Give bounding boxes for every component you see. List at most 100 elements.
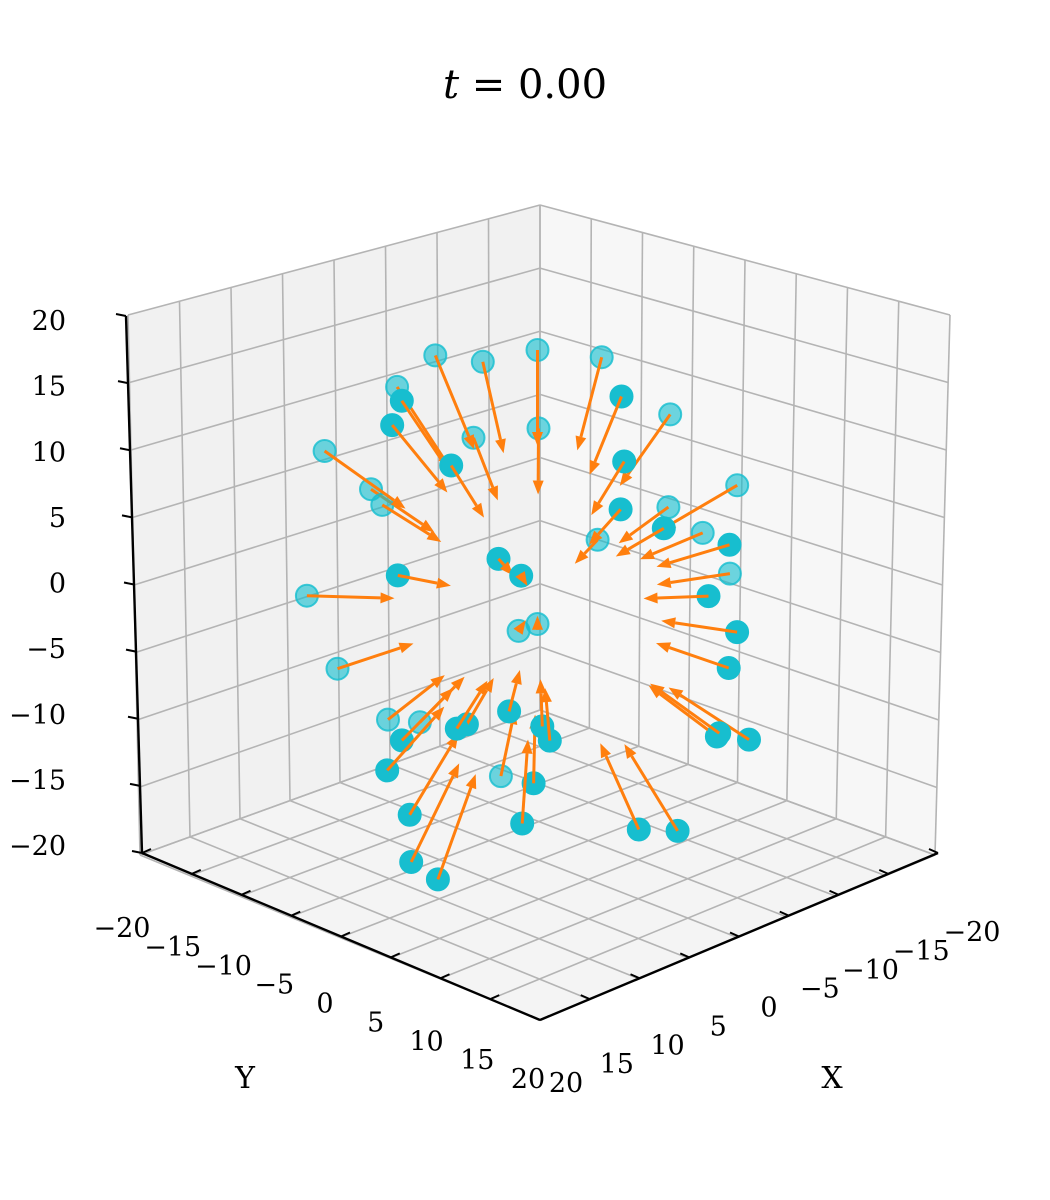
vector-arrow-shaft-9	[481, 361, 502, 440]
vector-arrow-shaft-12	[497, 557, 506, 567]
vector-arrow-24	[387, 675, 445, 721]
vector-arrow-shaft-27	[583, 538, 599, 555]
x-tick-1	[878, 868, 889, 875]
z-tick-7	[129, 782, 141, 787]
vector-arrow-34	[507, 670, 522, 712]
vector-arrow-head-53	[426, 529, 442, 542]
vector-arrow-29	[465, 678, 494, 726]
vector-arrow-50	[306, 592, 395, 604]
vector-arrow-13	[589, 508, 622, 545]
vector-arrow-head-43	[600, 743, 611, 759]
y-tick-label-8: 20	[511, 1064, 545, 1095]
chart-title-value: 0.00	[518, 62, 607, 108]
grid-left-z-5	[132, 393, 541, 519]
vector-arrow-head-22	[475, 680, 488, 696]
vector-arrow-shaft-36	[408, 745, 453, 816]
vector-arrow-head-35	[532, 615, 543, 630]
vector-arrow-shaft-37	[539, 693, 544, 727]
data-point-40	[656, 495, 681, 520]
vector-arrow-26	[337, 642, 414, 671]
z-tick-label-6: −10	[9, 700, 66, 731]
z-tick-label-1: 15	[32, 372, 66, 403]
vector-arrow-head-0	[532, 432, 543, 446]
y-tick-label-4: 0	[316, 989, 333, 1020]
vector-arrow-head-41	[465, 774, 477, 790]
vector-arrow-head-24	[430, 675, 445, 689]
vector-arrow-head-37	[535, 679, 547, 694]
y-tick-7	[489, 994, 500, 1001]
vector-arrow-shaft-2	[400, 399, 447, 467]
grid-floor-x-7	[489, 836, 886, 1001]
vector-arrow-51	[515, 571, 528, 586]
y-tick-2	[241, 889, 251, 896]
vector-arrow-37	[535, 679, 547, 727]
grid-right-z-5	[539, 393, 945, 519]
vector-arrow-head-10	[390, 496, 406, 509]
vector-arrow-head-40	[618, 530, 634, 544]
vector-arrow-head-51	[515, 571, 528, 586]
vector-arrow-17	[397, 573, 451, 589]
grid-left-z-4	[133, 456, 541, 586]
z-tick-5	[125, 648, 137, 653]
x-tick-8	[530, 1015, 541, 1021]
vector-arrow-head-8	[575, 435, 587, 451]
vector-arrow-shaft-8	[579, 356, 604, 438]
pane-floor	[140, 710, 935, 1020]
vector-arrow-shaft-22	[455, 691, 482, 730]
axis-ticks: 20151050−5−10−15−20−20−15−10−505101520−2…	[9, 306, 1000, 1099]
vector-arrow-shaft-17	[397, 573, 438, 585]
vector-arrow-shaft-33	[652, 531, 704, 556]
vector-arrow-head-25	[439, 688, 454, 702]
grid-right-x-7	[884, 301, 900, 837]
vector-arrow-head-27	[574, 549, 589, 564]
vector-arrow-shaft-25	[400, 696, 445, 742]
x-axis-label: X	[821, 1061, 843, 1096]
vector-arrow-head-48	[513, 620, 526, 635]
vector-arrow-shaft-3	[593, 395, 623, 463]
vector-arrow-head-28	[668, 687, 684, 700]
z-tick-label-5: −5	[26, 634, 66, 665]
vector-arrow-head-45	[448, 763, 460, 779]
z-tick-label-8: −20	[9, 831, 66, 862]
grid-left-y-5	[281, 273, 291, 801]
vector-arrow-head-18	[656, 557, 672, 568]
vector-arrow-10	[323, 449, 406, 509]
vector-arrow-shaft-1	[433, 354, 471, 437]
plot-marks	[294, 338, 761, 892]
vector-arrow-head-52	[643, 592, 658, 604]
grid-right-x-6	[835, 287, 849, 819]
x-tick-label-4: 0	[760, 993, 777, 1024]
vector-arrow-42	[624, 744, 679, 832]
chart-title-equals: =	[459, 62, 518, 108]
vector-arrow-shaft-6	[449, 464, 478, 507]
vector-arrow-shaft-28	[679, 693, 750, 741]
grid-right-z-7	[539, 267, 949, 384]
vector-arrow-shaft-30	[499, 723, 514, 777]
z-tick-2	[119, 447, 131, 452]
vector-arrow-head-15	[532, 480, 544, 495]
x-tick-7	[580, 994, 591, 1001]
z-tick-8	[131, 850, 143, 854]
vector-arrow-shaft-44	[544, 701, 552, 741]
vector-arrow-1	[433, 354, 475, 450]
vector-arrow-41	[436, 774, 477, 880]
y-tick-0	[141, 848, 152, 854]
vector-arrow-head-16	[619, 471, 633, 486]
vector-arrow-head-44	[540, 688, 552, 703]
x-tick-5	[679, 952, 690, 959]
vector-arrow-47	[386, 706, 445, 772]
y-axis-label: Y	[234, 1061, 256, 1096]
vector-arrow-shaft-14	[627, 527, 665, 551]
vector-arrow-shaft-52	[657, 594, 709, 600]
z-tick-1	[117, 380, 129, 385]
vector-arrow-head-42	[624, 744, 637, 759]
vector-arrow-shaft-26	[337, 646, 401, 671]
x-tick-6	[630, 973, 640, 980]
vector-arrow-21	[661, 617, 738, 634]
vector-arrow-48	[513, 620, 526, 635]
vector-arrow-head-31	[650, 683, 665, 697]
z-tick-label-0: 20	[32, 306, 66, 337]
vector-arrow-45	[409, 763, 460, 863]
x-tick-label-3: −5	[800, 974, 840, 1005]
vector-arrow-shaft-34	[507, 683, 518, 712]
